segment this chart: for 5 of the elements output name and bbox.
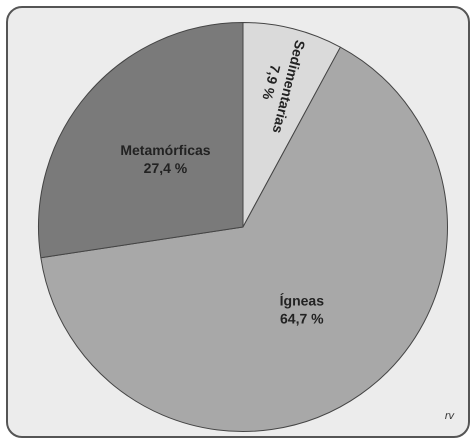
text: rv (444, 410, 454, 422)
data-label: 27,4 % (144, 160, 188, 176)
data-label: 64,7 % (280, 310, 324, 327)
slice-label: Metamórficas (120, 142, 211, 158)
slice-label: Ígneas (280, 292, 324, 309)
